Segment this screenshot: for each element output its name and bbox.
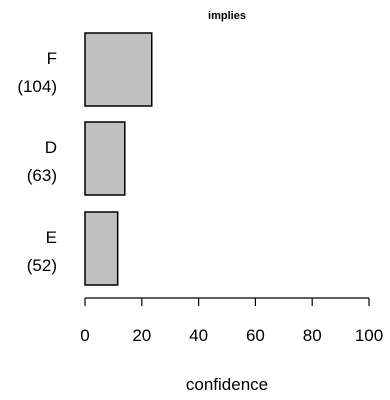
bar-E	[84, 211, 119, 286]
category-count-F: (104)	[17, 77, 57, 96]
x-tick-label-100: 100	[355, 326, 383, 345]
x-tick-label-80: 80	[303, 326, 322, 345]
category-count-D: (63)	[27, 166, 57, 185]
x-axis: 0 20 40 60 80 100	[80, 297, 383, 345]
x-axis-title: confidence	[186, 375, 268, 394]
x-tick-label-60: 60	[246, 326, 265, 345]
category-label-D: D	[45, 138, 57, 157]
bars-group: F (104) D (63) E (52)	[17, 32, 153, 286]
x-tick-label-0: 0	[80, 326, 89, 345]
category-label-E: E	[46, 228, 57, 247]
x-tick-label-40: 40	[189, 326, 208, 345]
chart-title: implies	[208, 10, 246, 22]
category-label-F: F	[47, 49, 57, 68]
bar-D	[84, 121, 126, 196]
x-tick-label-20: 20	[132, 326, 151, 345]
bar-F	[84, 32, 153, 107]
category-count-E: (52)	[27, 256, 57, 275]
